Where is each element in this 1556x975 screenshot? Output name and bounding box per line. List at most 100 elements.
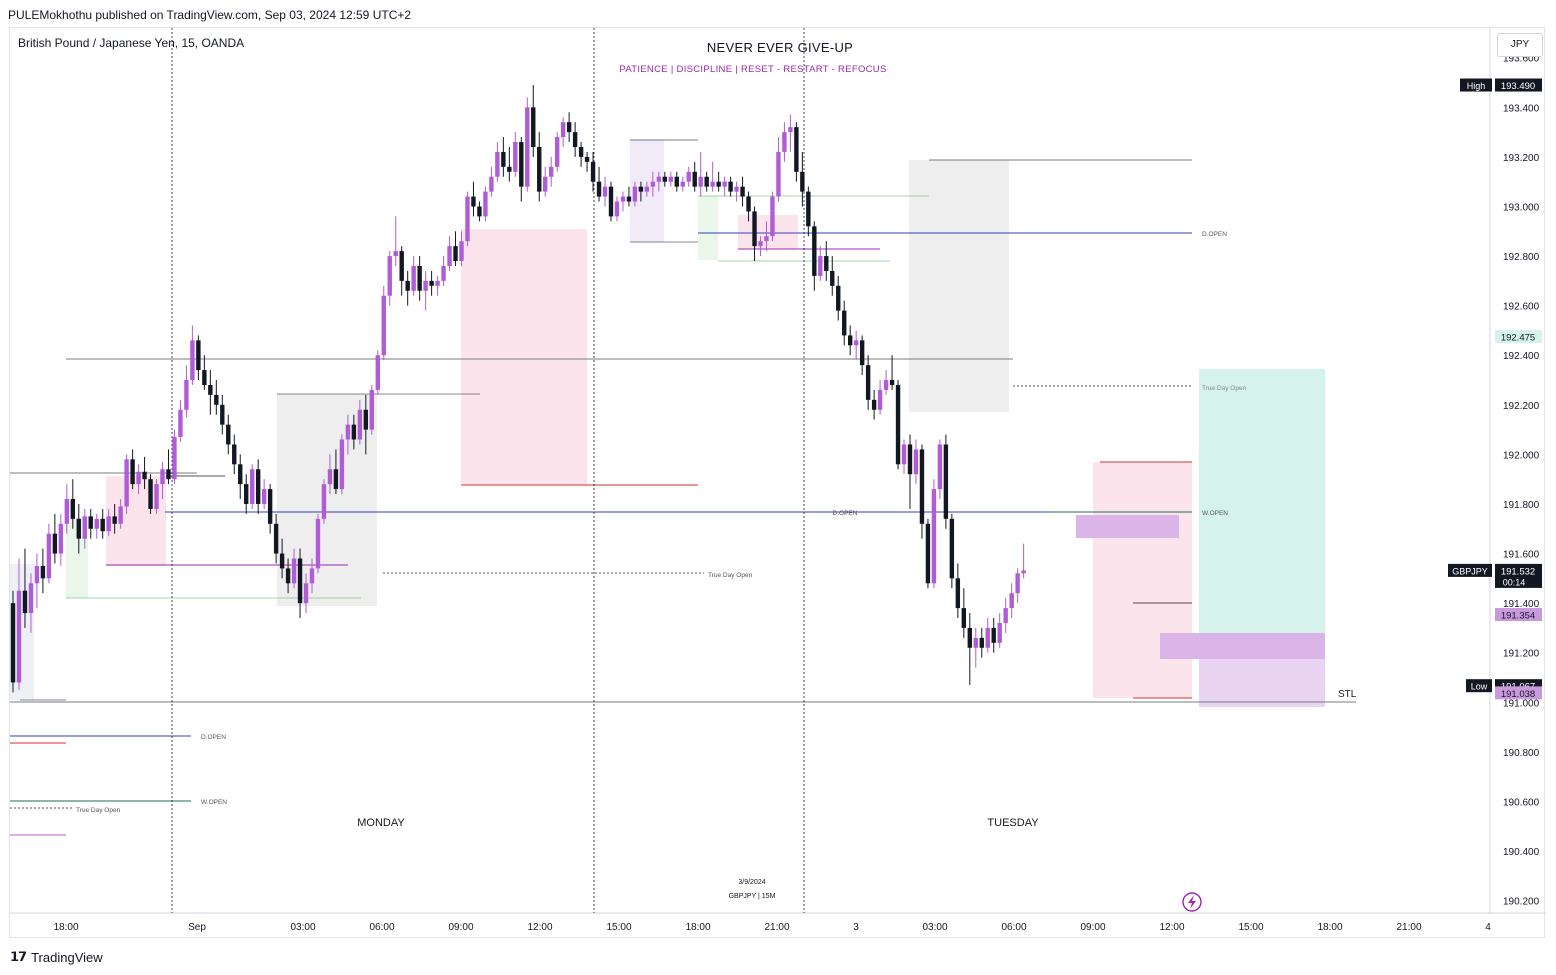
price-badge-value: 192.475 [1501,333,1535,344]
session-zone [66,517,88,598]
candle-body [955,578,961,609]
candle-body [824,256,829,271]
candle-body [471,196,476,207]
candle-body [602,186,608,197]
candle-body [387,256,392,296]
candle-body [776,151,781,197]
y-tick-label: 191.800 [1503,500,1540,511]
session-label-monday: MONDAY [357,817,405,829]
x-tick-label: 4 [1485,922,1491,933]
candle-body [94,518,99,529]
price-badge-value: 191.354 [1501,611,1535,622]
candle-body [154,484,159,509]
currency-button[interactable]: JPY [1497,33,1543,57]
candle-body [327,469,333,485]
candle-body [279,553,285,569]
candle-body [124,459,129,507]
y-tick-label: 192.400 [1503,351,1540,362]
target-zone [1199,369,1325,633]
annotation-label: D.OPEN [201,734,226,741]
candle-body [871,399,877,410]
price-badge [1495,686,1542,700]
candle-body [692,171,697,187]
candle-body [405,280,410,291]
candle-body [716,181,721,187]
session-zone [1093,462,1192,698]
candle-body [943,444,949,519]
candle-body [273,523,279,554]
tradingview-mark-icon: 𝟭𝟳 [10,949,27,964]
candle-body [196,340,201,371]
candle-body [848,335,853,346]
candle-body [997,622,1002,643]
candle-body [889,380,895,385]
x-tick-label: 12:00 [527,922,552,933]
candle-body [178,409,183,438]
candle-body [142,471,147,480]
candle-body [519,142,524,187]
candle-body [160,469,165,485]
y-tick-label: 193.600 [1503,54,1540,65]
candle-body [16,590,22,683]
candle-body [40,565,46,579]
candle-body [794,127,799,172]
chart-frame [9,27,1545,938]
candle-body [686,171,691,182]
candle-body [973,637,978,648]
alert-lightning-icon[interactable] [1182,892,1202,912]
candle-body [381,295,386,356]
candle-body [208,384,213,395]
candle-body [937,444,943,490]
x-tick-label: 03:00 [290,922,315,933]
x-tick-label: 21:00 [764,922,789,933]
candle-body [190,340,195,381]
candle-body [100,518,105,532]
candle-body [220,404,225,425]
y-tick-label: 190.200 [1503,897,1540,908]
x-tick-label: 06:00 [1001,922,1026,933]
price-badge [1495,78,1542,92]
x-tick-label: 18:00 [1317,922,1342,933]
candle-body [764,236,769,242]
candle-body [877,389,883,410]
watermark-date: 3/9/2024 [738,879,765,886]
tradingview-logo[interactable]: 𝟭𝟳 TradingView [10,949,103,965]
candle-body [614,201,620,217]
y-tick-label: 193.000 [1503,202,1540,213]
candle-body [459,241,464,262]
candle-body [423,280,428,291]
watermark-symbol: GBPJPY | 15M [729,893,776,900]
annotation-label: True Day Open [1202,385,1247,392]
candle-body [770,196,775,237]
candle-body [543,176,548,192]
candle-body [214,394,219,405]
y-tick-label: 192.000 [1503,450,1540,461]
candle-body [836,285,841,311]
candle-body [351,424,357,440]
candle-body [758,241,763,247]
publisher-header: PULEMokhothu published on TradingView.co… [8,8,412,22]
annotation-label: D.OPEN [833,510,858,517]
candle-body [76,518,81,539]
candle-body [949,518,955,579]
y-tick-label: 191.200 [1503,649,1540,660]
candle-body [728,181,733,192]
candle-body [333,469,339,490]
candle-body [369,389,374,430]
price-badge-tag-label: Low [1471,682,1488,692]
candle-body [698,176,703,187]
candles-layer [10,85,1026,693]
session-zone [698,196,718,260]
symbol-label: British Pound / Japanese Yen, 15, OANDA [18,36,245,50]
candle-body [537,146,542,192]
candle-body [82,516,87,539]
annotation-label: D.OPEN [1202,231,1227,238]
candle-body [297,558,303,604]
candle-body [70,499,75,519]
chart-title: NEVER EVER GIVE-UP [706,40,854,55]
session-zone [909,160,1009,412]
annotation-label: W.OPEN [1202,510,1228,517]
x-tick-label: 03:00 [922,922,947,933]
candle-body [501,151,506,167]
